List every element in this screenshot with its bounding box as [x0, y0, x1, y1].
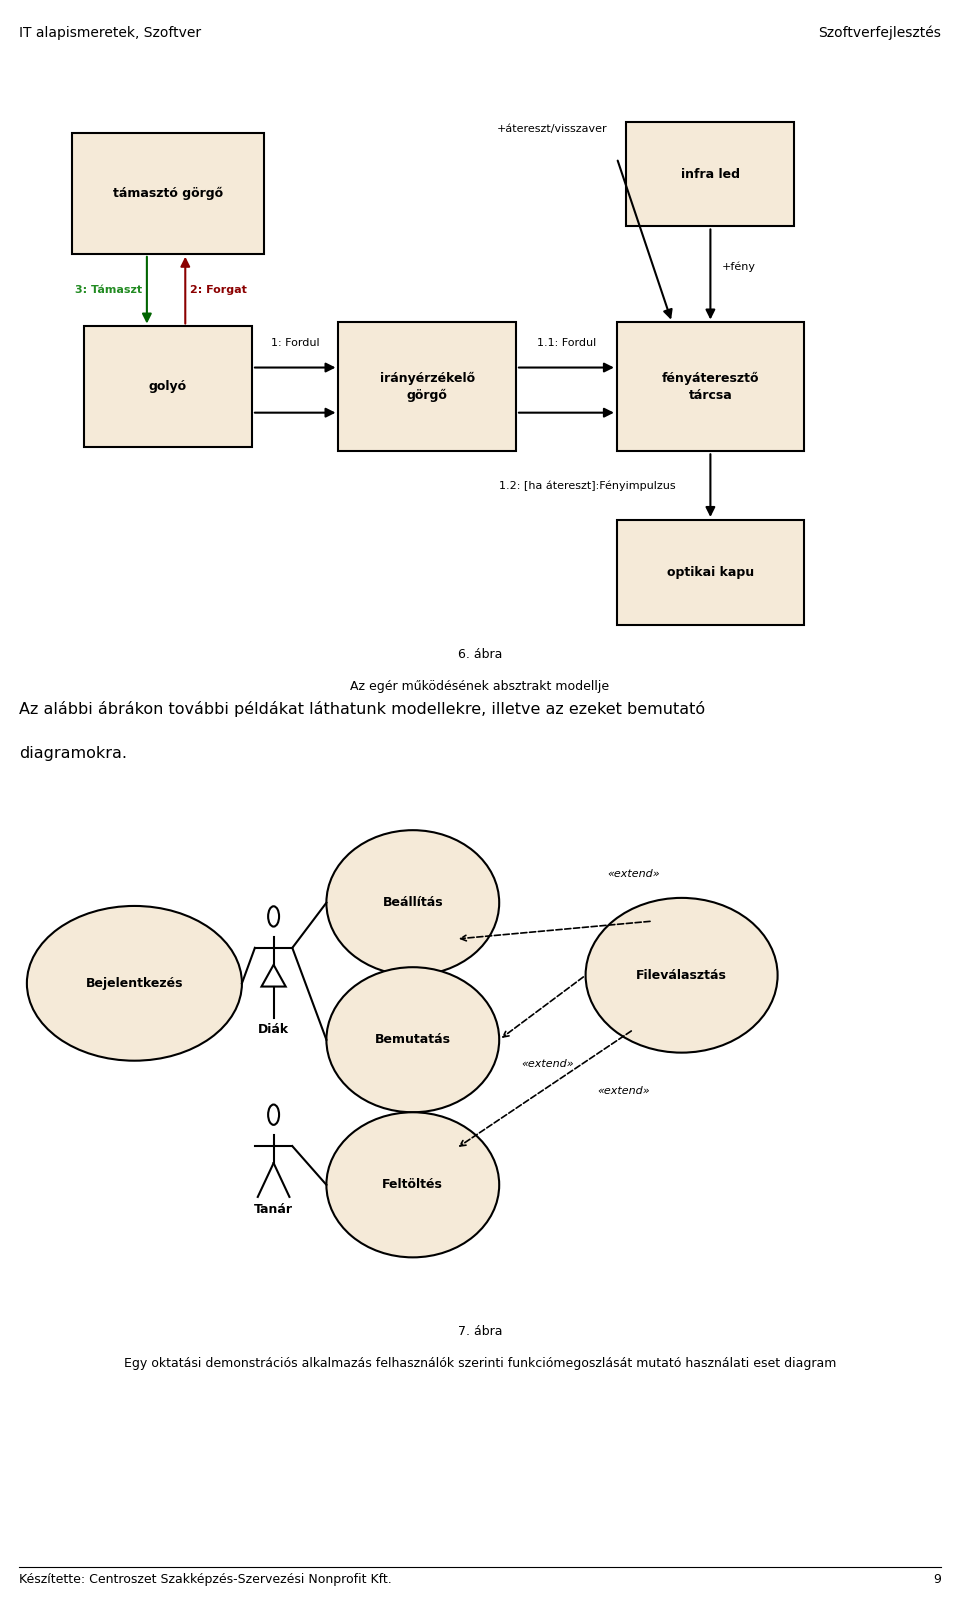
Text: 6. ábra: 6. ábra	[458, 648, 502, 661]
Ellipse shape	[268, 1104, 279, 1125]
Text: 3: Támaszt: 3: Támaszt	[75, 285, 142, 295]
Text: Egy oktatási demonstrációs alkalmazás felhasználók szerinti funkciómegoszlását m: Egy oktatási demonstrációs alkalmazás fe…	[124, 1357, 836, 1370]
Text: +átereszt/visszaver: +átereszt/visszaver	[496, 124, 607, 134]
Text: «extend»: «extend»	[521, 1059, 573, 1069]
Text: 1: Fordul: 1: Fordul	[271, 339, 320, 348]
Text: optikai kapu: optikai kapu	[667, 566, 754, 579]
FancyBboxPatch shape	[626, 121, 794, 226]
Text: «extend»: «extend»	[598, 1086, 650, 1096]
Text: Készítette: Centroszet Szakképzés-Szervezési Nonprofit Kft.: Készítette: Centroszet Szakképzés-Szerve…	[19, 1573, 392, 1586]
Text: Az egér működésének absztrakt modellje: Az egér működésének absztrakt modellje	[350, 680, 610, 693]
Text: IT alapismeretek, Szoftver: IT alapismeretek, Szoftver	[19, 26, 202, 40]
Text: +fény: +fény	[722, 261, 756, 272]
Ellipse shape	[268, 906, 279, 927]
Ellipse shape	[326, 1112, 499, 1257]
Text: 7. ábra: 7. ábra	[458, 1325, 502, 1338]
Text: 2: Forgat: 2: Forgat	[190, 285, 247, 295]
Text: 1.1: Fordul: 1.1: Fordul	[537, 339, 596, 348]
Text: diagramokra.: diagramokra.	[19, 746, 127, 761]
Ellipse shape	[326, 830, 499, 975]
Ellipse shape	[326, 967, 499, 1112]
FancyBboxPatch shape	[616, 322, 804, 451]
Text: Beállítás: Beállítás	[382, 896, 444, 909]
Text: Bejelentkezés: Bejelentkezés	[85, 977, 183, 990]
Polygon shape	[261, 964, 286, 987]
FancyBboxPatch shape	[84, 326, 252, 447]
FancyBboxPatch shape	[616, 521, 804, 624]
FancyBboxPatch shape	[72, 134, 264, 253]
Text: Fileválasztás: Fileválasztás	[636, 969, 727, 982]
Ellipse shape	[27, 906, 242, 1061]
Text: irányérzékelő
görgő: irányérzékelő görgő	[379, 372, 475, 401]
Text: Szoftverfejlesztés: Szoftverfejlesztés	[818, 26, 941, 40]
Text: Tanár: Tanár	[254, 1203, 293, 1215]
Text: Diák: Diák	[258, 1022, 289, 1037]
Text: golyó: golyó	[149, 380, 187, 393]
Text: Bemutatás: Bemutatás	[374, 1033, 451, 1046]
Ellipse shape	[586, 898, 778, 1053]
Text: 9: 9	[933, 1573, 941, 1586]
Text: 1.2: [ha átereszt]:Fényimpulzus: 1.2: [ha átereszt]:Fényimpulzus	[499, 480, 676, 492]
Text: fényáteresztő
tárcsa: fényáteresztő tárcsa	[661, 372, 759, 401]
Text: infra led: infra led	[681, 168, 740, 181]
Text: «extend»: «extend»	[608, 869, 660, 879]
FancyBboxPatch shape	[339, 322, 516, 451]
Text: Feltöltés: Feltöltés	[382, 1178, 444, 1191]
Text: támasztó görgő: támasztó görgő	[113, 187, 223, 200]
Text: Az alábbi ábrákon további példákat láthatunk modellekre, illetve az ezeket bemut: Az alábbi ábrákon további példákat látha…	[19, 701, 706, 717]
